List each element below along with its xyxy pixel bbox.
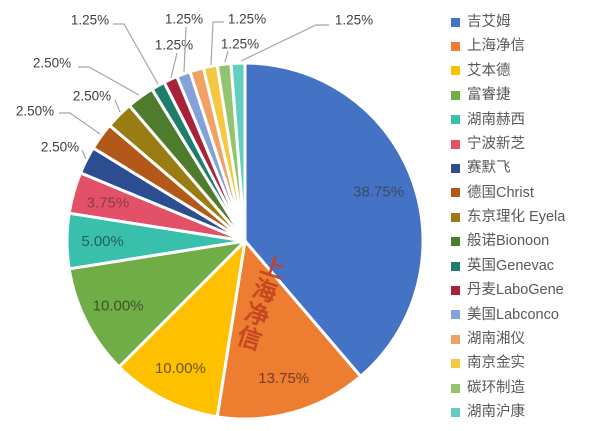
- legend-label: 美国Labconco: [467, 306, 559, 323]
- legend-label: 丹麦LaboGene: [467, 282, 564, 299]
- legend-item-8[interactable]: 德国Christ: [451, 181, 597, 205]
- legend-swatch: [451, 90, 460, 100]
- slice-percent-callout: 2.50%: [16, 104, 54, 119]
- pie-slice-2[interactable]: [215, 239, 363, 421]
- slice-percent-label: 10.00%: [155, 360, 206, 377]
- slice-percent-callout: 1.25%: [165, 12, 203, 27]
- label-leader-line: [59, 112, 101, 135]
- legend-item-1[interactable]: 吉艾姆: [451, 10, 597, 34]
- legend-item-16[interactable]: 碳环制造: [451, 376, 597, 400]
- legend-swatch: [451, 237, 460, 247]
- label-leader-line: [183, 26, 187, 73]
- legend-label: 上海净信: [467, 38, 525, 55]
- legend-label: 吉艾姆: [467, 13, 511, 30]
- label-leader-line: [113, 23, 159, 85]
- legend-swatch: [451, 66, 460, 76]
- legend-label: 赛默飞: [467, 160, 511, 177]
- legend-swatch: [451, 334, 460, 344]
- legend-label: 南京金实: [467, 355, 525, 372]
- label-leader-line: [224, 50, 229, 63]
- legend-swatch: [451, 212, 460, 222]
- slice-percent-callout: 2.50%: [41, 140, 79, 155]
- slice-percent-label: 3.75%: [87, 194, 130, 211]
- slice-percent-callout: 2.50%: [73, 89, 111, 104]
- slice-percent-callout: 1.25%: [335, 13, 373, 28]
- legend-swatch: [451, 383, 460, 393]
- legend-label: 湖南湘仪: [467, 331, 525, 348]
- legend-label: 英国Genevac: [467, 257, 555, 274]
- legend-item-2[interactable]: 上海净信: [451, 34, 597, 58]
- legend-swatch: [451, 17, 460, 27]
- legend-swatch: [451, 310, 460, 320]
- legend-swatch: [451, 285, 460, 295]
- slice-percent-label: 13.75%: [258, 370, 309, 387]
- label-leader-line: [114, 99, 121, 113]
- legend-swatch: [451, 359, 460, 369]
- legend-item-3[interactable]: 艾本德: [451, 59, 597, 83]
- slice-percent-callout: 2.50%: [33, 56, 71, 71]
- legend-item-5[interactable]: 湖南赫西: [451, 108, 597, 132]
- legend-swatch: [451, 407, 460, 417]
- legend: 吉艾姆上海净信艾本德富睿捷湖南赫西宁波新芝赛默飞德国Christ 东京理化 Eye…: [451, 10, 597, 425]
- label-leader-line: [170, 52, 178, 79]
- legend-label: 宁波新芝: [467, 135, 525, 152]
- legend-item-4[interactable]: 富睿捷: [451, 83, 597, 107]
- legend-item-12[interactable]: 丹麦LaboGene: [451, 278, 597, 302]
- pie-slice-3[interactable]: [117, 239, 247, 419]
- legend-label: 艾本德: [467, 62, 511, 79]
- legend-label: 湖南赫西: [467, 111, 525, 128]
- legend-label: 富睿捷: [467, 87, 511, 104]
- legend-swatch: [451, 115, 460, 125]
- slice-percent-callout: 1.25%: [71, 13, 109, 28]
- legend-swatch: [451, 188, 460, 198]
- slice-percent-callout: 1.25%: [228, 12, 266, 27]
- label-leader-line: [240, 24, 329, 62]
- label-leader-line: [78, 66, 140, 96]
- slice-percent-callout: 1.25%: [155, 38, 193, 53]
- pie-slice-4[interactable]: [67, 239, 247, 369]
- legend-item-15[interactable]: 南京金实: [451, 351, 597, 375]
- legend-label: 般诺Bionoon: [467, 233, 550, 250]
- legend-item-14[interactable]: 湖南湘仪: [451, 327, 597, 351]
- legend-item-6[interactable]: 宁波新芝: [451, 132, 597, 156]
- legend-item-9[interactable]: 东京理化 Eyela: [451, 205, 597, 229]
- legend-item-17[interactable]: 湖南沪康: [451, 400, 597, 424]
- legend-label: 东京理化 Eyela: [467, 209, 566, 226]
- pie-slice-1[interactable]: [243, 61, 425, 378]
- label-leader-line: [210, 21, 224, 66]
- slice-percent-label: 38.75%: [353, 184, 404, 201]
- legend-swatch: [451, 164, 460, 174]
- pie-slice-17[interactable]: [229, 61, 247, 243]
- legend-item-10[interactable]: 般诺Bionoon: [451, 230, 597, 254]
- legend-swatch: [451, 261, 460, 271]
- legend-swatch: [451, 139, 460, 149]
- slice-percent-label: 5.00%: [81, 233, 124, 250]
- legend-label: 德国Christ: [467, 184, 534, 201]
- slice-percent-callout: 1.25%: [221, 37, 259, 52]
- legend-label: 碳环制造: [467, 379, 525, 396]
- legend-label: 湖南沪康: [467, 404, 525, 421]
- label-leader-line: [81, 149, 87, 160]
- legend-swatch: [451, 42, 460, 52]
- legend-item-11[interactable]: 英国Genevac: [451, 254, 597, 278]
- legend-item-13[interactable]: 美国Labconco: [451, 303, 597, 327]
- legend-item-7[interactable]: 赛默飞: [451, 156, 597, 180]
- slice-percent-label: 10.00%: [93, 298, 144, 315]
